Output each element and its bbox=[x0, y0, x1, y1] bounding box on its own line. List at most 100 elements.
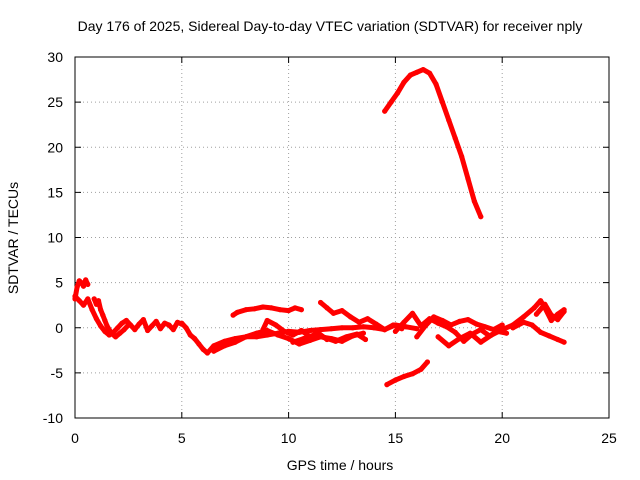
y-tick-label: 15 bbox=[47, 184, 63, 200]
y-tick-label: 10 bbox=[47, 230, 63, 246]
data-point bbox=[461, 338, 467, 344]
data-point bbox=[333, 338, 339, 344]
data-point bbox=[382, 108, 388, 114]
y-tick-label: -10 bbox=[43, 410, 63, 426]
data-point bbox=[72, 296, 78, 302]
data-point bbox=[414, 326, 420, 332]
data-point bbox=[243, 307, 249, 313]
data-point bbox=[503, 330, 510, 336]
data-point bbox=[251, 306, 257, 312]
data-point bbox=[382, 327, 388, 333]
data-point bbox=[298, 327, 304, 334]
data-point bbox=[384, 382, 390, 388]
data-point bbox=[431, 314, 437, 320]
data-point bbox=[80, 302, 87, 308]
data-point bbox=[420, 67, 426, 73]
data-point bbox=[392, 377, 398, 383]
data-point bbox=[95, 298, 102, 304]
data-point bbox=[132, 327, 138, 333]
data-point bbox=[330, 310, 337, 316]
data-point bbox=[482, 324, 488, 330]
data-point bbox=[456, 336, 463, 342]
y-tick-label: 5 bbox=[55, 275, 63, 291]
data-point bbox=[211, 348, 217, 354]
data-point bbox=[123, 317, 129, 324]
data-point bbox=[196, 341, 202, 347]
data-point bbox=[401, 373, 407, 380]
chart-title: Day 176 of 2025, Sidereal Day-to-day VTE… bbox=[78, 18, 583, 34]
data-point bbox=[121, 327, 127, 333]
data-point bbox=[108, 330, 114, 336]
data-point bbox=[433, 81, 439, 87]
data-point bbox=[414, 334, 420, 340]
data-point bbox=[538, 298, 544, 304]
data-point bbox=[521, 319, 527, 325]
data-point bbox=[322, 335, 328, 341]
data-point bbox=[162, 320, 168, 326]
data-point bbox=[268, 305, 275, 311]
data-point bbox=[328, 326, 334, 332]
data-point bbox=[452, 329, 458, 335]
data-point bbox=[499, 322, 505, 328]
data-point bbox=[459, 153, 465, 159]
data-point bbox=[456, 318, 463, 324]
data-point bbox=[211, 343, 217, 349]
data-point bbox=[102, 317, 108, 324]
data-point bbox=[354, 331, 360, 337]
data-point bbox=[561, 308, 567, 315]
x-tick-label: 0 bbox=[71, 430, 79, 446]
data-point bbox=[179, 320, 185, 326]
data-point bbox=[403, 324, 409, 330]
data-point bbox=[409, 310, 416, 316]
data-point bbox=[478, 214, 484, 220]
grid bbox=[75, 57, 609, 418]
data-point bbox=[91, 296, 97, 302]
data-point bbox=[301, 336, 307, 342]
data-point bbox=[407, 72, 413, 78]
data-point bbox=[153, 318, 159, 324]
data-point bbox=[324, 305, 330, 311]
data-point bbox=[478, 339, 484, 345]
data-point bbox=[365, 316, 371, 322]
data-point bbox=[414, 69, 420, 75]
data-point bbox=[174, 319, 181, 325]
data-point bbox=[362, 336, 369, 343]
data-point bbox=[529, 322, 535, 328]
data-point bbox=[465, 317, 471, 323]
data-point bbox=[292, 305, 298, 311]
data-point bbox=[422, 323, 428, 329]
data-point bbox=[542, 301, 548, 307]
data-point bbox=[548, 317, 554, 324]
data-point bbox=[80, 283, 87, 289]
data-point bbox=[117, 330, 123, 336]
x-axis-title: GPS time / hours bbox=[287, 457, 394, 473]
y-tick-label: -5 bbox=[51, 365, 64, 381]
data-point bbox=[290, 332, 296, 338]
data-point bbox=[439, 99, 445, 105]
data-point bbox=[343, 334, 349, 340]
series-line-sat-f bbox=[230, 304, 304, 318]
data-point bbox=[157, 326, 163, 332]
data-point bbox=[401, 319, 407, 325]
data-point bbox=[281, 328, 287, 334]
data-point bbox=[204, 350, 210, 356]
data-point bbox=[243, 334, 249, 340]
data-point bbox=[98, 323, 104, 329]
data-point bbox=[538, 329, 544, 335]
data-point bbox=[533, 311, 540, 317]
x-tick-label: 20 bbox=[494, 430, 510, 446]
data-point bbox=[465, 176, 471, 182]
data-point bbox=[409, 371, 416, 377]
data-point bbox=[488, 332, 495, 338]
data-point bbox=[119, 320, 125, 326]
data-point bbox=[221, 338, 228, 344]
series-line-sat-k bbox=[384, 359, 430, 388]
data-point bbox=[521, 314, 527, 320]
data-point bbox=[260, 327, 266, 333]
data-point bbox=[392, 328, 398, 334]
data-point bbox=[286, 336, 292, 342]
data-point bbox=[187, 332, 193, 338]
data-point bbox=[347, 314, 354, 320]
x-tick-label: 10 bbox=[281, 430, 297, 446]
